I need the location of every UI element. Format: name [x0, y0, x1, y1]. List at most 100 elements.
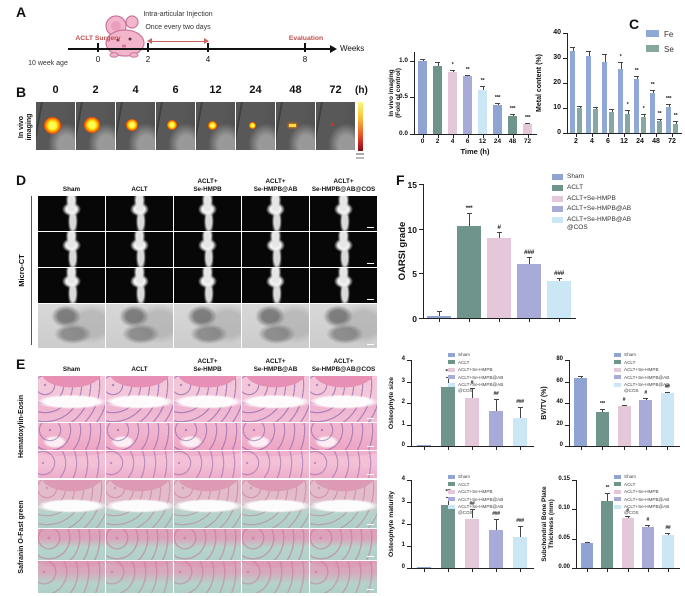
time-label: 4 [132, 84, 139, 96]
microct-bracket-line [31, 196, 32, 345]
histology-image [38, 480, 105, 528]
timeline-axis [68, 48, 330, 50]
signal-spot [289, 124, 296, 127]
time-label: 48 [289, 84, 302, 96]
microct-image [242, 196, 309, 231]
legend-item: Sham [448, 474, 518, 480]
bar [418, 60, 427, 134]
significance-label: # [626, 507, 629, 514]
legend-item: Sham [552, 173, 684, 181]
y-tick-label: 20 [553, 79, 561, 86]
x-tick [467, 135, 469, 138]
time-label: 0 [52, 84, 59, 96]
y-tick [419, 273, 423, 275]
legend-item: ACLT+Se-HMPB@AB [614, 375, 684, 381]
significance-label: *** [445, 369, 451, 376]
intensity-colorbar [358, 102, 363, 151]
legend-swatch [646, 30, 659, 37]
legend-swatch [614, 482, 621, 486]
histology-image [242, 451, 309, 478]
xray-image [310, 304, 377, 348]
bar [427, 315, 451, 318]
y-tick-label: 0.0 [398, 130, 408, 137]
histology-image [242, 529, 309, 560]
legend-label: Fe [664, 30, 674, 39]
legend-item: Fe [646, 30, 674, 40]
y-tick-label: 15 [407, 180, 417, 190]
histology-image [106, 451, 173, 478]
histology-image [242, 480, 309, 528]
error-bar [572, 46, 574, 51]
significance-label: ### [516, 399, 524, 406]
legend-label: ACLT [624, 481, 636, 487]
y-tick-label: 0 [412, 314, 417, 324]
histology-image [174, 423, 241, 450]
xray-image [106, 304, 173, 348]
injection-label-line2: Once every two days [145, 24, 211, 31]
legend-swatch [614, 367, 621, 372]
y-tick [563, 108, 567, 109]
legend-item: ACLT [448, 482, 518, 488]
legend-label: ACLT+Se-HMPB@AB [458, 496, 504, 502]
significance-label: # [497, 224, 501, 232]
legend-swatch [614, 489, 621, 494]
column-header: ACLT [131, 365, 148, 373]
x-axis [414, 134, 537, 135]
x-tick [667, 569, 669, 572]
x-tick [587, 569, 589, 572]
bar [465, 518, 479, 568]
legend-item: ACLT+Se-HMPB [448, 489, 518, 495]
y-tick-label: 0.5 [398, 93, 408, 101]
x-tick-label: 24 [493, 138, 502, 145]
x-tick-label: 6 [465, 138, 470, 145]
x-tick-label: 72 [523, 138, 532, 145]
legend-swatch [614, 474, 621, 479]
error-bar [636, 75, 638, 80]
microct-image [242, 232, 309, 267]
error-bar [579, 106, 581, 108]
invivo-unit-label: (h) [355, 85, 368, 96]
microct-image-grid [38, 196, 378, 348]
y-axis [569, 360, 570, 447]
x-tick-label: 48 [508, 138, 517, 145]
error-cap [618, 61, 623, 63]
bar [657, 120, 662, 133]
invivo-image-strip: 0 2 4 6 12 24 48 72 [36, 84, 366, 152]
timeline-axis-label: Weeks [340, 44, 365, 53]
microct-image [174, 232, 241, 267]
legend-swatch [552, 184, 563, 191]
y-tick-label: 10 [407, 224, 417, 235]
histology-image [106, 376, 173, 422]
error-bar [668, 104, 670, 107]
x-tick [529, 319, 530, 322]
error-bar [437, 62, 439, 66]
histology-image [106, 480, 173, 528]
group-legend-maturity: Sham ACLT ACLT+Se-HMPB ACLT+Se-HMPB@AB ACLT+… [448, 474, 518, 515]
timeline-tick [147, 43, 149, 52]
error-cap [480, 85, 485, 87]
bar [523, 124, 532, 134]
legend-label: ACLT+Se-HMPB [567, 194, 616, 202]
error-bar [472, 387, 473, 398]
bar [433, 65, 442, 134]
error-cap [641, 114, 646, 116]
colorbar-min-label [356, 153, 364, 155]
error-bar [452, 69, 454, 72]
x-tick [496, 447, 497, 450]
legend-item: ACLT+Se-HMPB@AB @COS [552, 216, 684, 232]
x-tick [520, 447, 521, 450]
y-tick [572, 480, 576, 481]
legend-swatch [448, 382, 455, 387]
x-tick [452, 135, 454, 138]
histology-image [310, 529, 377, 560]
y-tick [410, 97, 414, 99]
group-legend-bvtv: Sham ACLT ACLT+Se-HMPB ACLT+Se-HMPB@AB ACLT+… [614, 352, 684, 393]
panel-c-label: C [629, 16, 640, 32]
timeline-tick [207, 43, 209, 52]
legend-label: ACLT+Se-HMPB@AB @COS [458, 382, 504, 393]
microct-image [38, 268, 105, 303]
x-tick [607, 569, 609, 572]
error-cap [609, 108, 614, 110]
y-tick [407, 403, 411, 404]
x-tick [496, 569, 497, 572]
